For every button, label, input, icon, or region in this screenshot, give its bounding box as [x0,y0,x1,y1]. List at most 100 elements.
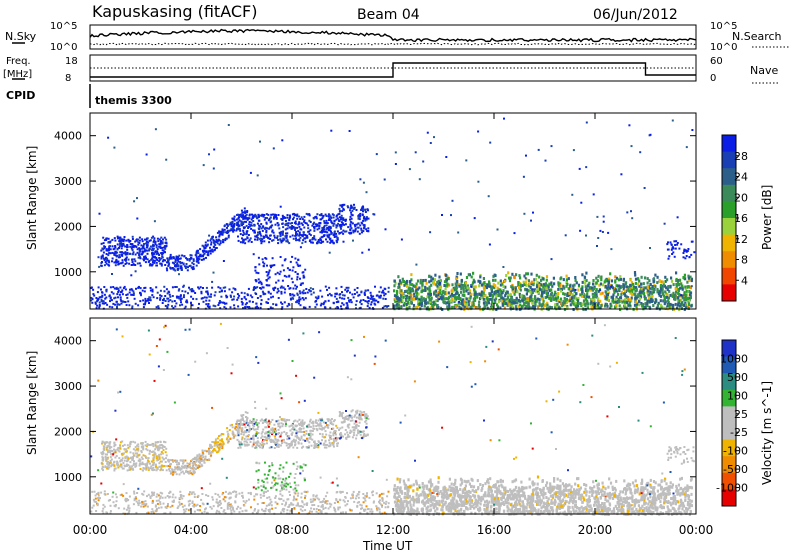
echo-cell [244,242,246,244]
echo-cell [496,290,498,293]
echo-cell [219,231,221,233]
nave-tick-bottom: 0 [710,73,716,84]
echo-cell [249,239,251,241]
echo-cell [281,223,283,225]
echo-cell [213,149,215,151]
echo-cell [272,229,274,231]
echo-cell [361,222,363,224]
echo-cell [184,255,186,257]
echo-cell [206,287,208,289]
echo-cell [284,259,286,261]
echo-cell [270,234,272,236]
echo-cell [104,294,106,296]
echo-cell [305,241,307,243]
echo-cell [429,231,431,233]
echo-cell [179,304,181,306]
echo-cell [168,262,170,264]
echo-cell [537,298,539,301]
echo-cell [611,299,613,302]
echo-cell [434,274,436,277]
echo-cell [307,292,309,294]
echo-cell [135,303,137,305]
echo-cell [165,457,167,459]
echo-cell [109,441,111,443]
echo-cell [306,438,308,440]
echo-cell [283,238,285,240]
echo-cell [581,290,583,293]
echo-cell [322,433,324,435]
echo-cell [512,301,514,304]
echo-cell [587,302,589,305]
echo-cell [362,299,364,301]
echo-cell [575,289,577,291]
echo-cell [183,473,185,475]
echo-cell [237,297,239,299]
echo-cell [467,286,469,289]
echo-cell [154,260,156,262]
echo-cell [328,219,330,221]
echo-cell [404,302,406,305]
echo-cell [118,254,120,256]
echo-cell [426,282,428,285]
echo-cell [160,243,162,245]
echo-cell [186,301,188,303]
echo-cell [132,459,134,461]
echo-cell [144,249,146,251]
echo-cell [583,295,585,298]
echo-cell [165,461,167,463]
echo-cell [566,275,568,278]
echo-cell [146,463,148,465]
echo-cell [109,300,111,302]
echo-cell [145,444,147,446]
echo-cell [206,450,208,452]
echo-cell [509,293,511,296]
echo-cell [121,453,123,455]
echo-cell [408,306,410,309]
echo-cell [210,253,212,255]
echo-cell [331,240,333,242]
echo-cell [304,292,306,294]
echo-cell [349,209,351,211]
echo-cell [464,285,466,288]
echo-cell [133,448,135,450]
echo-cell [255,303,257,305]
echo-cell [319,225,321,227]
echo-cell [666,296,668,299]
echo-cell [407,297,409,300]
echo-cell [634,274,636,277]
echo-cell [246,233,248,235]
echo-cell [384,288,386,290]
echo-cell [546,304,548,307]
echo-cell [479,275,481,278]
colorbar-tick-label: 4 [741,274,748,287]
echo-cell [687,250,689,252]
echo-cell [653,280,655,283]
echo-cell [110,450,112,452]
echo-cell [523,295,525,298]
echo-cell [138,257,140,259]
echo-cell [240,447,242,449]
echo-cell [649,247,651,249]
echo-cell [215,441,217,443]
echo-cell [101,243,103,245]
echo-cell [145,457,147,459]
echo-cell [242,302,244,304]
echo-cell [325,430,327,432]
echo-cell [104,259,106,261]
echo-cell [354,289,356,291]
echo-cell [299,292,301,294]
echo-cell [129,289,131,291]
echo-cell [690,291,692,294]
echo-cell [275,216,277,218]
echo-cell [288,275,290,277]
echo-cell [615,304,617,307]
echo-cell [296,218,298,220]
echo-cell [264,257,266,259]
echo-cell [129,253,131,255]
echo-cell [533,306,535,309]
echo-cell [349,228,351,230]
echo-cell [122,462,124,464]
echo-cell [530,286,532,289]
echo-cell [354,230,356,232]
echo-cell [220,240,222,242]
